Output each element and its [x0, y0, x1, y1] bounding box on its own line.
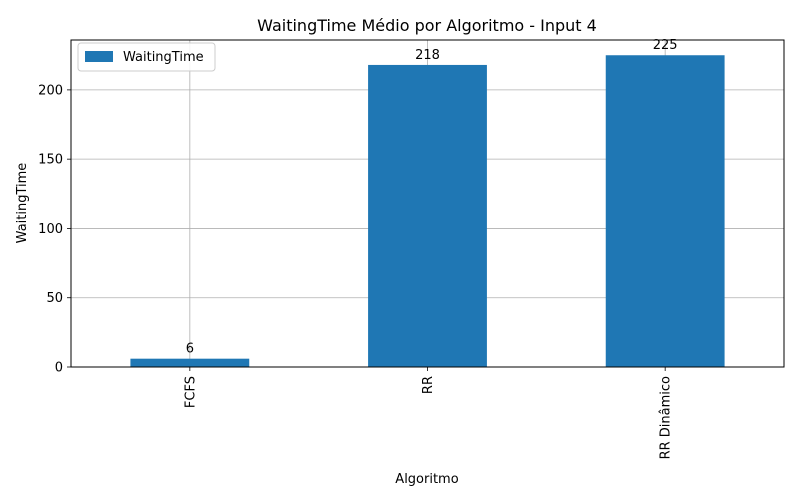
y-tick-label: 150	[38, 153, 63, 168]
bar-value-label: 218	[415, 48, 440, 63]
chart-title: WaitingTime Médio por Algoritmo - Input …	[257, 16, 597, 35]
y-tick-label: 50	[46, 291, 63, 306]
y-tick-label: 200	[38, 83, 63, 98]
legend-label: WaitingTime	[123, 50, 204, 65]
bar-rr	[368, 64, 487, 368]
y-tick-label: 0	[55, 361, 63, 376]
x-tick-label: RR	[421, 376, 436, 394]
bar-value-label: 225	[653, 38, 678, 53]
ticks-layer: 0 50 100 150 200 FCFS RR RR Dinâmico	[38, 83, 673, 459]
y-axis-label: WaitingTime	[15, 163, 30, 244]
x-axis-label: Algoritmo	[395, 472, 458, 487]
bar-value-label: 6	[186, 342, 194, 357]
x-tick-label: RR Dinâmico	[659, 376, 674, 459]
legend: WaitingTime	[77, 42, 216, 72]
bar-rr-dinâmico	[605, 55, 725, 368]
bar-fcfs	[130, 358, 250, 367]
y-tick-label: 100	[38, 222, 63, 237]
bars-layer	[130, 55, 725, 368]
legend-frame	[77, 42, 216, 72]
x-tick-label: FCFS	[183, 376, 198, 408]
legend-swatch	[85, 51, 113, 62]
data-labels-layer: 6 218 225	[186, 38, 678, 356]
